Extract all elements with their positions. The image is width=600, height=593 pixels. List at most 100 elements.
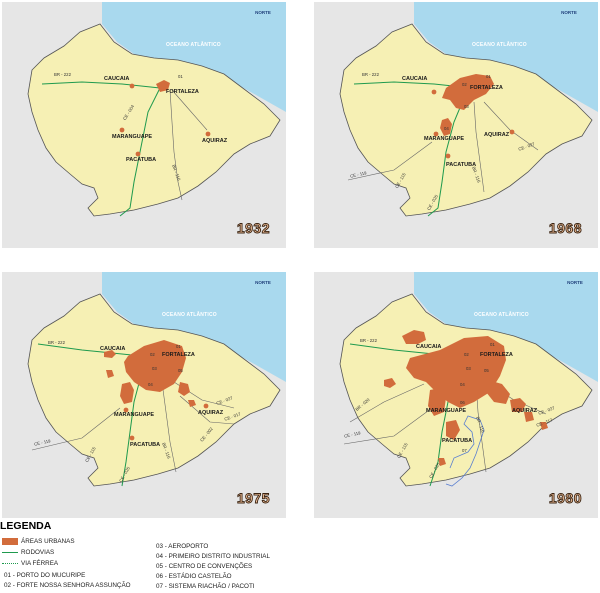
point-label-05: 05 bbox=[484, 368, 489, 373]
railway-line-icon bbox=[2, 563, 18, 564]
city-dot-pacatuba bbox=[129, 435, 135, 441]
urban-area bbox=[406, 336, 506, 408]
city-label-pacatuba: PACATUBA bbox=[126, 157, 157, 163]
map-panel-1968: OCEANO ATLÂNTICO NORTE CAUCAIA FORTALEZA… bbox=[314, 2, 598, 248]
point-label-03: 03 bbox=[466, 366, 471, 371]
north-arrow: NORTE bbox=[252, 10, 274, 36]
city-label-fortaleza: FORTALEZA bbox=[166, 89, 199, 95]
north-arrow-icon bbox=[558, 10, 598, 248]
city-label-aquiraz: AQUIRAZ bbox=[198, 410, 224, 416]
point-label-03: 03 bbox=[464, 104, 469, 109]
urban-area bbox=[510, 398, 526, 412]
ocean bbox=[102, 272, 286, 382]
city-label-caucaia: CAUCAIA bbox=[402, 76, 428, 82]
ocean bbox=[414, 272, 598, 382]
city-label-pacatuba: PACATUBA bbox=[442, 438, 473, 444]
north-arrow-icon bbox=[252, 10, 286, 248]
city-label-fortaleza: FORTALEZA bbox=[162, 352, 195, 358]
point-label-06: 06 bbox=[460, 400, 465, 405]
point-label-01: 01 bbox=[490, 342, 495, 347]
map-1932 bbox=[27, 2, 286, 217]
urban-area bbox=[442, 74, 494, 110]
point-label-01: 01 bbox=[178, 74, 183, 79]
city-dot-aquiraz bbox=[205, 131, 211, 137]
urban-area bbox=[104, 350, 116, 358]
city-dot-caucaia bbox=[431, 89, 437, 95]
city-label-aquiraz: AQUIRAZ bbox=[202, 138, 228, 144]
point-label-01: 01 bbox=[486, 74, 491, 79]
road-ce119 bbox=[347, 141, 433, 181]
ocean bbox=[102, 2, 286, 112]
ocean-label: OCEANO ATLÂNTICO bbox=[474, 312, 529, 318]
urban-area bbox=[540, 422, 548, 430]
north-label: NORTE bbox=[255, 280, 271, 285]
city-label-maranguape: MARANGUAPE bbox=[112, 134, 153, 140]
point-label-01: 01 bbox=[176, 344, 181, 349]
city-label-aquiraz: AQUIRAZ bbox=[484, 132, 510, 138]
road-br020 bbox=[349, 383, 425, 423]
year-label: 1932 bbox=[236, 220, 270, 237]
city-dot-caucaia bbox=[129, 83, 135, 89]
point-label-04: 04 bbox=[460, 382, 465, 387]
map-panel-1975: OCEANO ATLÂNTICO NORTE CAUCAIA FORTALEZA… bbox=[2, 272, 286, 518]
land bbox=[27, 23, 281, 217]
road-label-br222: BR - 222 bbox=[48, 340, 65, 345]
road-ce027 bbox=[483, 101, 539, 151]
north-arrow-icon bbox=[564, 280, 598, 518]
city-dot-maranguape bbox=[119, 127, 125, 133]
ocean-label: OCEANO ATLÂNTICO bbox=[166, 42, 221, 48]
city-dot-aquiraz bbox=[509, 129, 515, 135]
map-1968 bbox=[339, 2, 598, 217]
legend-item-05: 05 - CENTRO DE CONVENÇÕES bbox=[156, 563, 253, 570]
ocean bbox=[414, 2, 598, 112]
city-dot-aquiraz bbox=[203, 403, 209, 409]
urban-area bbox=[446, 420, 460, 440]
ocean-label: OCEANO ATLÂNTICO bbox=[162, 312, 217, 318]
urban-area bbox=[124, 340, 186, 392]
point-label-02: 02 bbox=[150, 352, 155, 357]
city-label-maranguape: MARANGUAPE bbox=[424, 136, 465, 142]
legend-highways: RODOVIAS bbox=[2, 549, 54, 556]
legend-item-02: 02 - FORTE NOSSA SENHORA ASSUNÇÃO bbox=[4, 582, 131, 589]
urban-area bbox=[178, 382, 190, 396]
map-1975 bbox=[27, 272, 286, 487]
point-label-04: 04 bbox=[444, 126, 449, 131]
north-arrow: NORTE bbox=[252, 280, 274, 306]
map-panel-1980: OCEANO ATLÂNTICO NORTE CAUCAIA FORTALEZA… bbox=[314, 272, 598, 518]
city-dot-maranguape bbox=[123, 407, 129, 413]
legend-railway-label: VIA FÉRREA bbox=[21, 560, 59, 567]
legend-railway: VIA FÉRREA bbox=[2, 560, 58, 567]
road-coast bbox=[171, 89, 208, 131]
map-panel-1932: OCEANO ATLÂNTICO NORTE CAUCAIA FORTALEZA… bbox=[2, 2, 286, 248]
point-label-02: 02 bbox=[464, 352, 469, 357]
urban-area bbox=[156, 80, 170, 92]
legend-item-07: 07 - SISTEMA RIACHÃO / PACOTI bbox=[156, 583, 255, 590]
legend-highways-label: RODOVIAS bbox=[21, 549, 55, 556]
year-label: 1975 bbox=[236, 490, 270, 507]
legend-item-06: 06 - ESTÁDIO CASTELÃO bbox=[156, 573, 232, 580]
city-label-fortaleza: FORTALEZA bbox=[470, 85, 503, 91]
urban-area bbox=[428, 388, 446, 416]
map-1980 bbox=[339, 272, 598, 487]
road-br116 bbox=[161, 381, 177, 473]
highway-ce004 bbox=[427, 97, 465, 217]
urban-area bbox=[188, 400, 196, 407]
road-br116 bbox=[473, 101, 485, 193]
urban-area bbox=[384, 378, 396, 388]
reservoir-system bbox=[445, 415, 485, 487]
urban-area bbox=[486, 380, 510, 404]
urban-area-swatch bbox=[2, 538, 18, 545]
urban-area bbox=[106, 370, 114, 378]
year-label: 1980 bbox=[548, 490, 582, 507]
point-label-04: 04 bbox=[148, 382, 153, 387]
urban-area bbox=[402, 330, 426, 344]
city-label-caucaia: CAUCAIA bbox=[416, 344, 442, 350]
city-label-caucaia: CAUCAIA bbox=[100, 346, 126, 352]
legend-urban-areas: ÁREAS URBANAS bbox=[2, 538, 75, 545]
city-dot-pacatuba bbox=[135, 151, 141, 157]
highway-line-icon bbox=[2, 552, 18, 553]
north-arrow-icon bbox=[252, 280, 286, 518]
legend-item-01: 01 - PORTO DO MUCURIPE bbox=[4, 572, 86, 579]
year-label: 1968 bbox=[548, 220, 582, 237]
city-dot-maranguape bbox=[433, 131, 439, 137]
